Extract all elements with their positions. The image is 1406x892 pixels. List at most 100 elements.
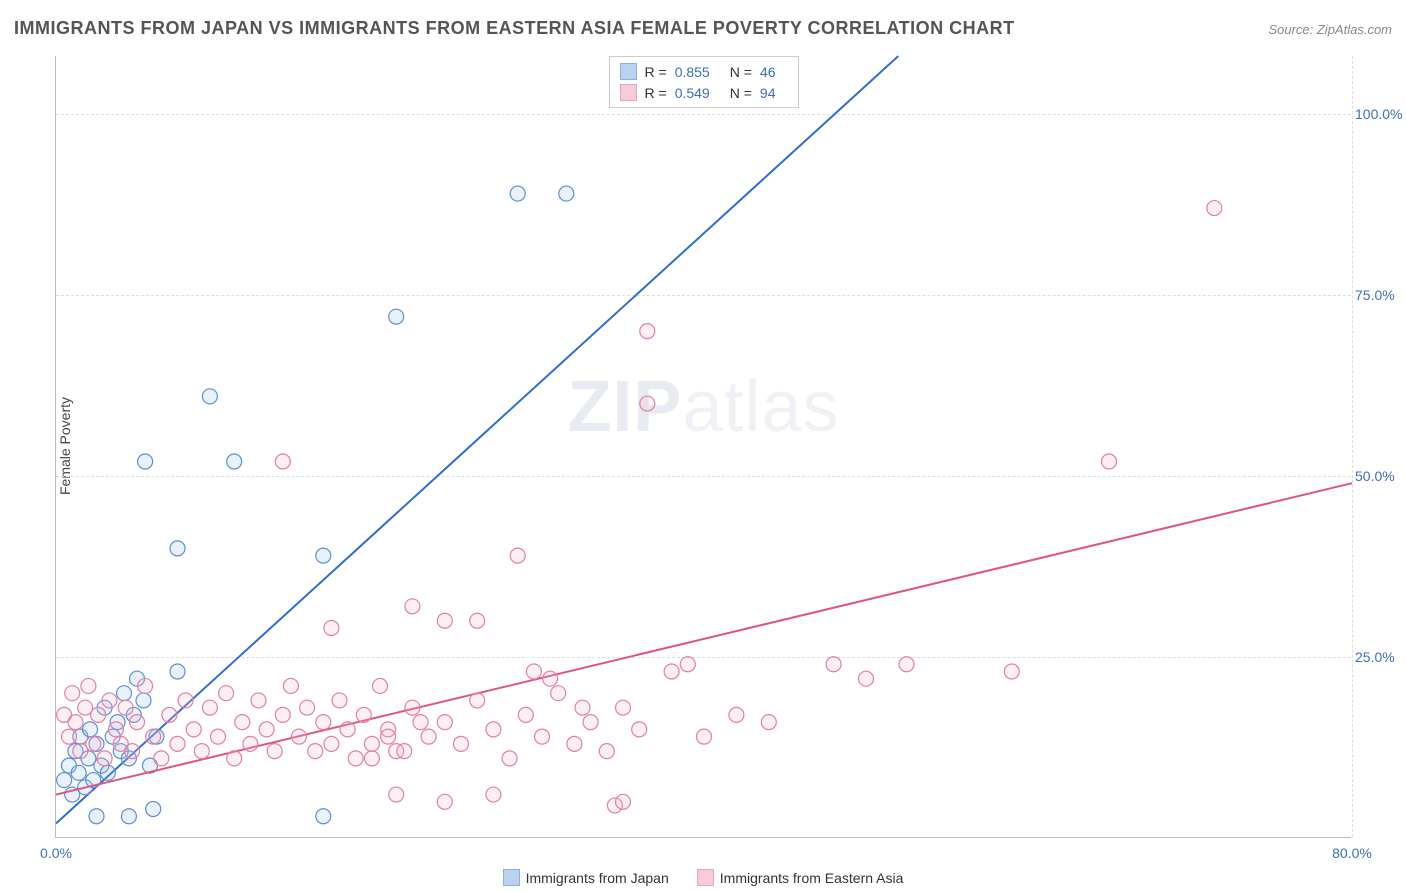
data-point [202, 389, 217, 404]
data-point [470, 693, 485, 708]
data-point [899, 657, 914, 672]
data-point [1102, 454, 1117, 469]
legend-swatch [620, 84, 637, 101]
y-tick-label: 75.0% [1355, 287, 1406, 303]
legend-item: Immigrants from Japan [503, 869, 669, 886]
data-point [259, 722, 274, 737]
stat-r-label: R = [645, 64, 667, 80]
data-point [102, 693, 117, 708]
data-point [202, 700, 217, 715]
data-point [130, 715, 145, 730]
stat-n-value: 94 [760, 85, 776, 101]
stat-r-value: 0.855 [675, 64, 710, 80]
data-point [83, 722, 98, 737]
legend-item: Immigrants from Eastern Asia [697, 869, 904, 886]
data-point [348, 751, 363, 766]
data-point [364, 751, 379, 766]
data-point [267, 744, 282, 759]
data-point [91, 707, 106, 722]
data-point [640, 396, 655, 411]
data-point [381, 729, 396, 744]
data-point [97, 751, 112, 766]
data-point [154, 751, 169, 766]
data-point [61, 729, 76, 744]
stat-r-value: 0.549 [675, 85, 710, 101]
data-point [405, 700, 420, 715]
legend-stat-row: R = 0.855 N = 46 [620, 61, 788, 82]
data-point [454, 736, 469, 751]
data-point [170, 664, 185, 679]
data-point [162, 707, 177, 722]
chart-plot-area: ZIPatlas R = 0.855N = 46R = 0.549N = 94 … [55, 56, 1351, 838]
data-point [470, 613, 485, 628]
y-tick-label: 50.0% [1355, 468, 1406, 484]
data-point [275, 454, 290, 469]
data-point [324, 736, 339, 751]
data-point [437, 613, 452, 628]
data-point [1004, 664, 1019, 679]
data-point [405, 599, 420, 614]
stat-n-label: N = [730, 85, 752, 101]
data-point [125, 744, 140, 759]
data-point [551, 686, 566, 701]
data-point [86, 736, 101, 751]
chart-title: IMMIGRANTS FROM JAPAN VS IMMIGRANTS FROM… [14, 18, 1015, 39]
data-point [510, 186, 525, 201]
series-legend: Immigrants from Japan Immigrants from Eas… [0, 869, 1406, 886]
data-point [1207, 201, 1222, 216]
data-point [340, 722, 355, 737]
data-point [235, 715, 250, 730]
stat-n-label: N = [730, 64, 752, 80]
data-point [640, 324, 655, 339]
data-point [526, 664, 541, 679]
data-point [826, 657, 841, 672]
data-point [486, 787, 501, 802]
data-point [170, 736, 185, 751]
data-point [68, 715, 83, 730]
data-point [275, 707, 290, 722]
correlation-legend: R = 0.855 N = 46 R = 0.549 N = 94 [609, 56, 799, 108]
header: IMMIGRANTS FROM JAPAN VS IMMIGRANTS FROM… [14, 18, 1392, 39]
data-point [567, 736, 582, 751]
data-point [599, 744, 614, 759]
data-point [761, 715, 776, 730]
data-point [118, 700, 133, 715]
data-point [251, 693, 266, 708]
legend-label: Immigrants from Eastern Asia [720, 870, 904, 886]
source-attribution: Source: ZipAtlas.com [1268, 22, 1392, 37]
scatter-svg [56, 56, 1351, 837]
x-tick-label: 80.0% [1332, 845, 1372, 861]
data-point [510, 548, 525, 563]
y-tick-label: 100.0% [1355, 106, 1406, 122]
data-point [632, 722, 647, 737]
data-point [211, 729, 226, 744]
data-point [664, 664, 679, 679]
data-point [283, 678, 298, 693]
data-point [81, 678, 96, 693]
legend-label: Immigrants from Japan [526, 870, 669, 886]
data-point [502, 751, 517, 766]
data-point [437, 715, 452, 730]
legend-swatch [697, 869, 714, 886]
data-point [364, 736, 379, 751]
data-point [227, 751, 242, 766]
legend-swatch [503, 869, 520, 886]
data-point [575, 700, 590, 715]
stat-r-label: R = [645, 85, 667, 101]
data-point [121, 809, 136, 824]
data-point [146, 729, 161, 744]
data-point [389, 309, 404, 324]
data-point [219, 686, 234, 701]
data-point [421, 729, 436, 744]
data-point [71, 765, 86, 780]
data-point [57, 773, 72, 788]
data-point [316, 715, 331, 730]
data-point [518, 707, 533, 722]
data-point [324, 621, 339, 636]
data-point [138, 678, 153, 693]
data-point [680, 657, 695, 672]
data-point [138, 454, 153, 469]
data-point [859, 671, 874, 686]
stat-n-value: 46 [760, 64, 776, 80]
data-point [616, 794, 631, 809]
